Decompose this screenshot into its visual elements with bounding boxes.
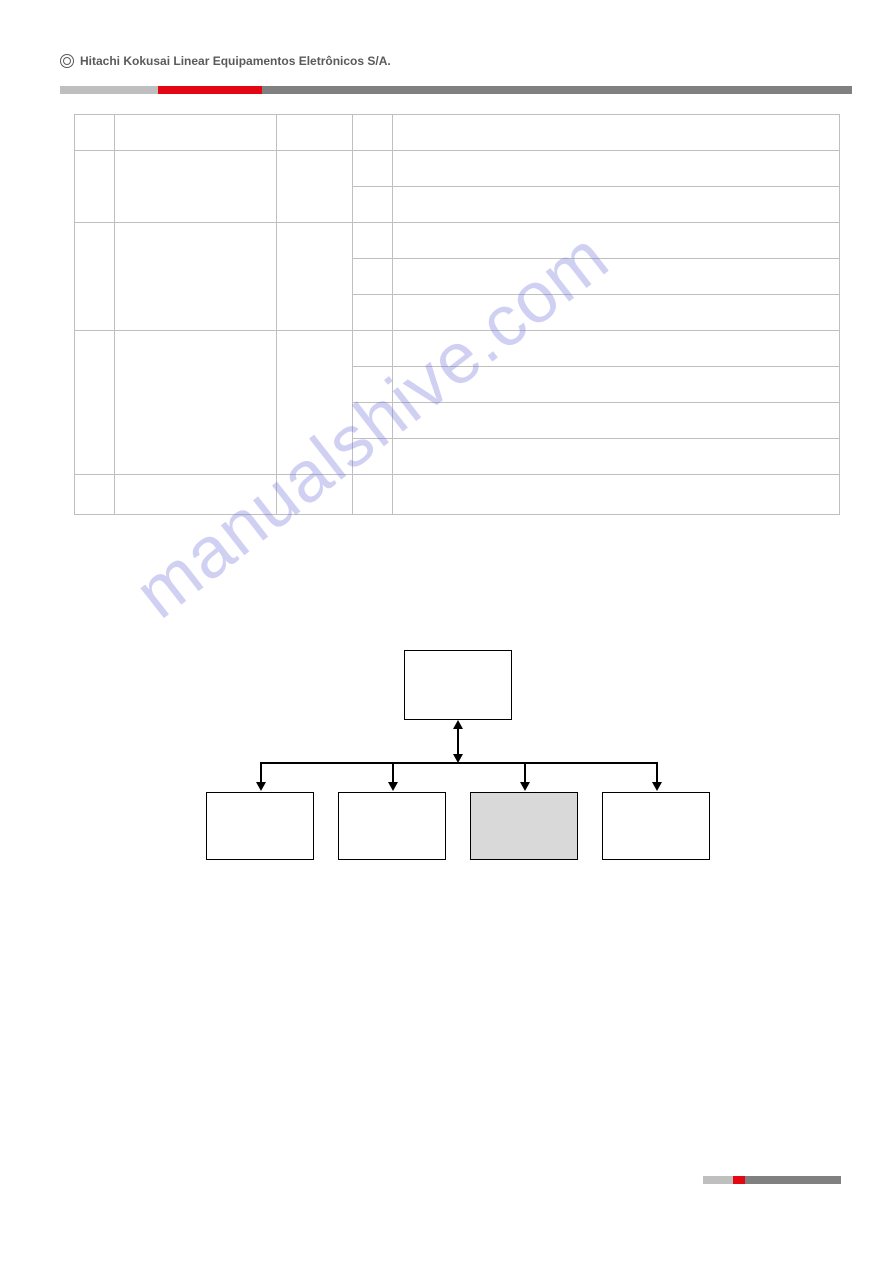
diagram-child-node	[338, 792, 446, 860]
table-cell	[114, 115, 276, 151]
table-cell	[392, 475, 839, 515]
table-cell	[352, 403, 392, 439]
table-cell	[392, 331, 839, 367]
footer-segment-3	[745, 1176, 841, 1184]
table-cell	[276, 475, 352, 515]
table-row	[75, 223, 840, 259]
diagram-connector	[656, 762, 658, 784]
table-cell	[114, 475, 276, 515]
table-cell	[114, 223, 276, 331]
table-cell	[276, 223, 352, 331]
content-table	[74, 114, 840, 515]
diagram-connector	[260, 762, 262, 784]
table-cell	[392, 439, 839, 475]
top-divider-bar	[60, 86, 852, 94]
divider-segment-3	[262, 86, 852, 94]
footer-segment-1	[703, 1176, 733, 1184]
table-cell	[352, 331, 392, 367]
table-cell	[392, 151, 839, 187]
table-cell	[114, 331, 276, 475]
table-row	[75, 115, 840, 151]
page-header: Hitachi Kokusai Linear Equipamentos Elet…	[60, 54, 391, 68]
table-cell	[352, 151, 392, 187]
table-cell	[392, 223, 839, 259]
table-cell	[276, 115, 352, 151]
table-cell	[352, 115, 392, 151]
table-cell	[352, 259, 392, 295]
table-cell	[75, 475, 115, 515]
table-row	[75, 151, 840, 187]
table-cell	[392, 187, 839, 223]
table-cell	[392, 403, 839, 439]
diagram-root-node	[404, 650, 512, 720]
diagram-connector	[260, 762, 657, 764]
diagram-child-node	[602, 792, 710, 860]
table-cell	[75, 151, 115, 223]
table-cell	[352, 475, 392, 515]
arrow-down-icon	[520, 782, 530, 791]
diagram-child-node-highlighted	[470, 792, 578, 860]
table-cell	[75, 331, 115, 475]
table-cell	[352, 295, 392, 331]
table-cell	[352, 439, 392, 475]
table-cell	[276, 151, 352, 223]
table-row	[75, 475, 840, 515]
table-cell	[392, 115, 839, 151]
table-cell	[392, 295, 839, 331]
table-cell	[352, 223, 392, 259]
tree-diagram	[200, 650, 720, 870]
arrow-down-icon	[652, 782, 662, 791]
diagram-connector	[524, 762, 526, 784]
arrow-down-icon	[256, 782, 266, 791]
table-cell	[75, 223, 115, 331]
table-cell	[352, 187, 392, 223]
divider-segment-1	[60, 86, 158, 94]
diagram-connector	[392, 762, 394, 784]
table-cell	[352, 367, 392, 403]
table-cell	[75, 115, 115, 151]
footer-divider-bar	[703, 1176, 841, 1184]
footer-segment-2	[733, 1176, 745, 1184]
table-cell	[392, 367, 839, 403]
table-cell	[276, 331, 352, 475]
company-name: Hitachi Kokusai Linear Equipamentos Elet…	[80, 54, 391, 68]
diagram-child-node	[206, 792, 314, 860]
divider-segment-2	[158, 86, 262, 94]
arrow-down-icon	[388, 782, 398, 791]
table-row	[75, 331, 840, 367]
table-cell	[392, 259, 839, 295]
table-cell	[114, 151, 276, 223]
hitachi-logo-icon	[60, 54, 74, 68]
